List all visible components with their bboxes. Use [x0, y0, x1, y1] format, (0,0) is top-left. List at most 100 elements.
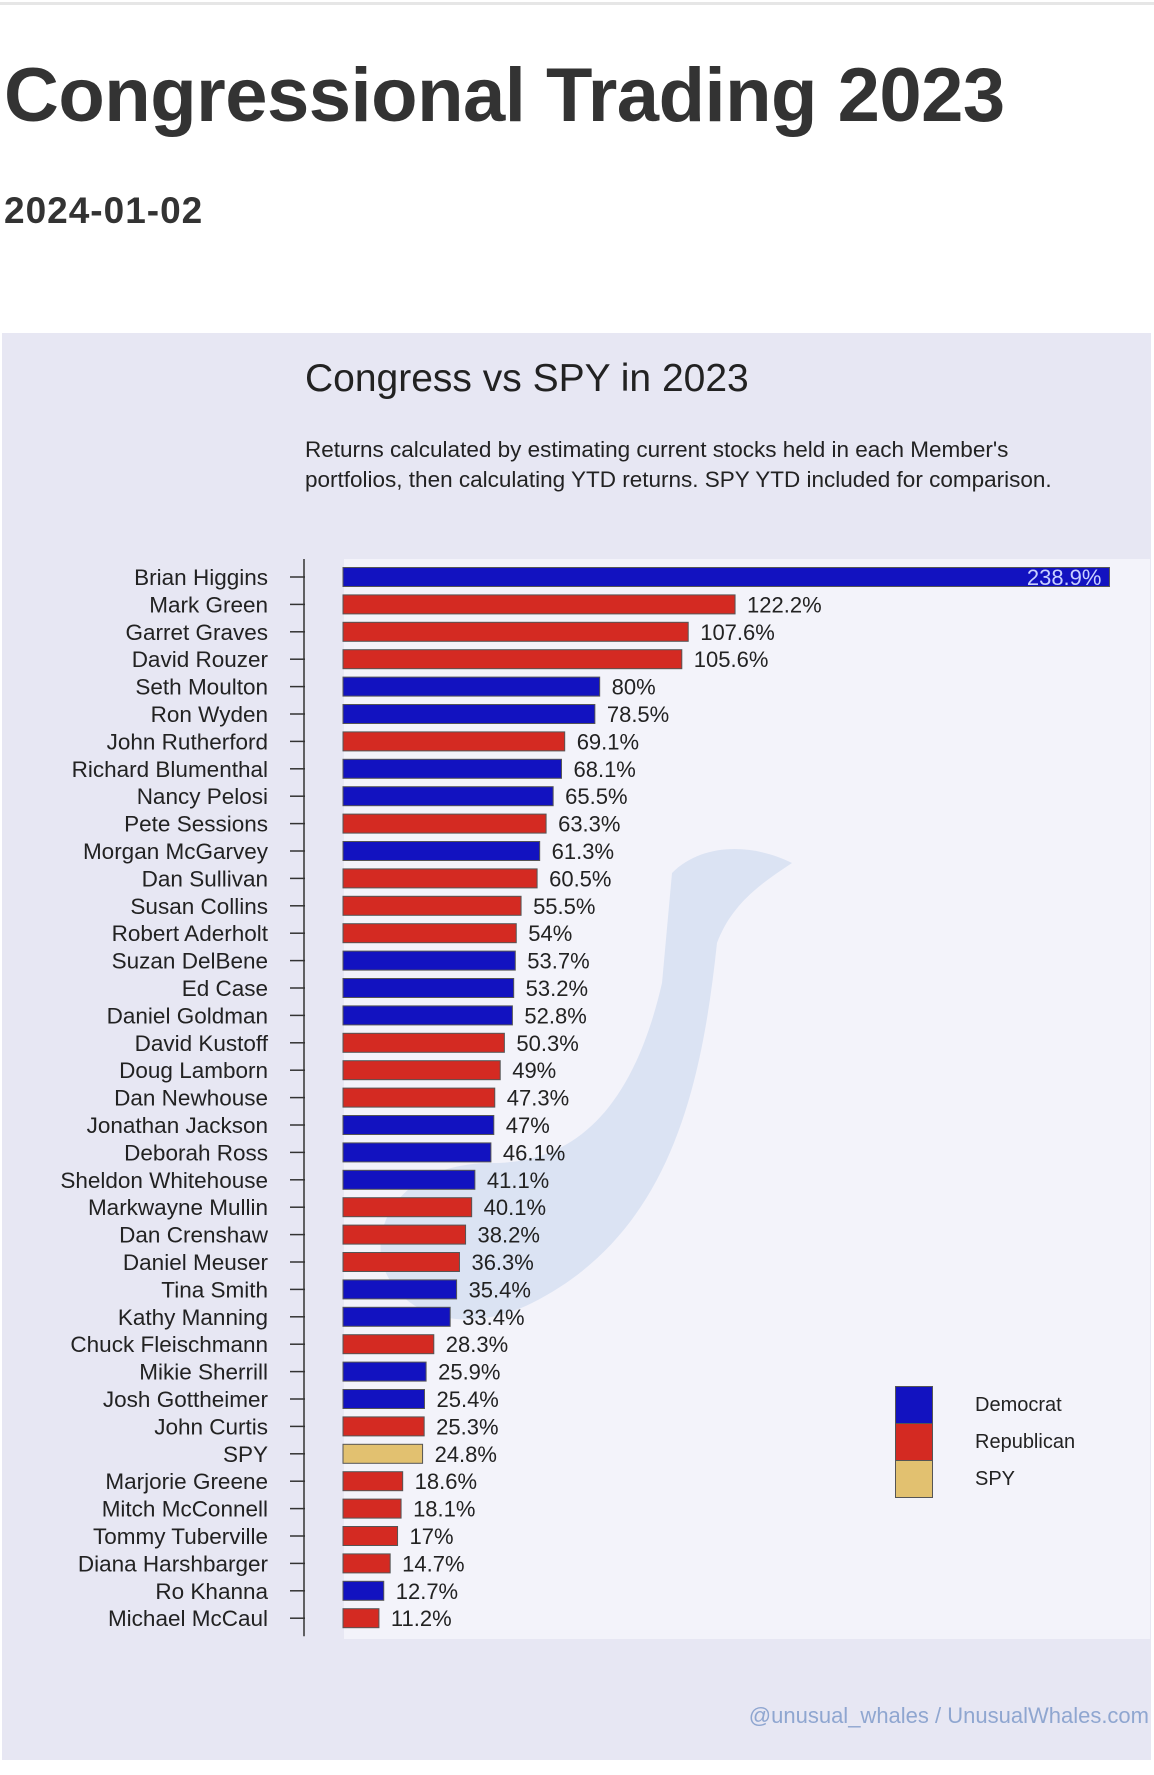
data-label-tina-smith: 35.4%	[469, 1277, 531, 1302]
y-tick-label-michael-mccaul: Michael McCaul	[108, 1606, 268, 1631]
y-tick-label-suzan-delbene: Suzan DelBene	[112, 949, 268, 974]
bar-dan-crenshaw	[342, 1224, 467, 1245]
data-label-daniel-meuser: 36.3%	[471, 1250, 533, 1275]
data-label-deborah-ross: 46.1%	[503, 1140, 565, 1165]
chart-title: Congress vs SPY in 2023	[305, 357, 749, 400]
data-label-ro-khanna: 12.7%	[396, 1579, 458, 1604]
data-label-spy: 24.8%	[435, 1442, 497, 1467]
y-tick-label-deborah-ross: Deborah Ross	[124, 1140, 268, 1165]
y-tick-label-john-curtis: John Curtis	[154, 1414, 268, 1439]
source-credit: @unusual_whales / UnusualWhales.com	[748, 1703, 1149, 1728]
y-tick-label-diana-harshbarger: Diana Harshbarger	[78, 1551, 269, 1576]
bar-john-rutherford	[342, 731, 566, 752]
data-label-mitch-mcconnell: 18.1%	[413, 1497, 475, 1522]
top-divider	[0, 2, 1154, 5]
legend-swatch-spy	[895, 1460, 933, 1498]
data-label-mark-green: 122.2%	[747, 592, 822, 617]
data-label-michael-mccaul: 11.2%	[391, 1606, 452, 1631]
bar-doug-lamborn	[342, 1060, 501, 1081]
bar-marjorie-greene	[342, 1471, 404, 1492]
y-tick-label-ron-wyden: Ron Wyden	[151, 702, 268, 727]
legend-item-democrat: Democrat	[895, 1386, 1115, 1424]
y-tick-label-garret-graves: Garret Graves	[125, 620, 268, 645]
data-label-ed-case: 53.2%	[526, 976, 588, 1001]
y-tick-label-mark-green: Mark Green	[149, 592, 268, 617]
bar-richard-blumenthal	[342, 758, 562, 779]
data-label-tommy-tuberville: 17%	[410, 1524, 454, 1549]
data-label-mikie-sherrill: 25.9%	[438, 1360, 500, 1385]
bar-nancy-pelosi	[342, 786, 554, 807]
y-tick-label-david-kustoff: David Kustoff	[135, 1031, 269, 1056]
legend-label-spy: SPY	[975, 1468, 1016, 1490]
y-tick-label-sheldon-whitehouse: Sheldon Whitehouse	[60, 1168, 268, 1193]
bar-tina-smith	[342, 1279, 458, 1300]
y-tick-label-pete-sessions: Pete Sessions	[124, 812, 268, 837]
y-tick-label-david-rouzer: David Rouzer	[132, 647, 269, 672]
data-label-robert-aderholt: 54%	[528, 921, 572, 946]
y-tick-label-dan-crenshaw: Dan Crenshaw	[119, 1223, 269, 1248]
bar-chuck-fleischmann	[342, 1334, 435, 1355]
bar-david-rouzer	[342, 649, 683, 670]
data-label-nancy-pelosi: 65.5%	[565, 784, 627, 809]
y-tick-label-marjorie-greene: Marjorie Greene	[105, 1469, 268, 1494]
y-tick-label-mitch-mcconnell: Mitch McConnell	[102, 1497, 268, 1522]
bar-mikie-sherrill	[342, 1361, 427, 1382]
bar-dan-newhouse	[342, 1087, 496, 1108]
y-tick-label-john-rutherford: John Rutherford	[107, 729, 268, 754]
bar-daniel-meuser	[342, 1252, 460, 1272]
bar-robert-aderholt	[342, 923, 517, 944]
y-tick-label-robert-aderholt: Robert Aderholt	[112, 921, 269, 946]
data-label-dan-sullivan: 60.5%	[549, 866, 611, 891]
data-label-kathy-manning: 33.4%	[462, 1305, 524, 1330]
y-tick-label-seth-moulton: Seth Moulton	[135, 675, 268, 700]
bar-ron-wyden	[342, 704, 596, 724]
data-label-john-rutherford: 69.1%	[577, 729, 639, 754]
bar-suzan-delbene	[342, 950, 516, 971]
bar-seth-moulton	[342, 676, 601, 697]
data-label-doug-lamborn: 49%	[512, 1058, 556, 1083]
data-label-richard-blumenthal: 68.1%	[573, 757, 635, 782]
bar-daniel-goldman	[342, 1005, 513, 1026]
data-label-chuck-fleischmann: 28.3%	[446, 1332, 508, 1357]
bar-chart: Brian Higgins 238.9% Mark Green 122.2% Garre…	[60, 559, 1110, 1637]
chart-figure: Congress vs SPY in 2023 Returns calculat…	[2, 333, 1151, 1760]
data-label-diana-harshbarger: 14.7%	[402, 1551, 464, 1576]
legend-label-republican: Republican	[975, 1431, 1076, 1453]
bar-josh-gottheimer	[342, 1389, 425, 1409]
data-label-daniel-goldman: 52.8%	[524, 1003, 586, 1028]
data-label-susan-collins: 55.5%	[533, 894, 595, 919]
data-label-david-rouzer: 105.6%	[694, 647, 769, 672]
page-title: Congressional Trading 2023	[4, 53, 1005, 138]
y-tick-label-dan-newhouse: Dan Newhouse	[114, 1086, 268, 1111]
bar-michael-mccaul	[342, 1608, 380, 1629]
bar-pete-sessions	[342, 813, 547, 834]
bar-mitch-mcconnell	[342, 1498, 402, 1519]
y-tick-label-dan-sullivan: Dan Sullivan	[142, 866, 268, 891]
y-tick-label-tommy-tuberville: Tommy Tuberville	[93, 1524, 268, 1549]
legend-item-spy: SPY	[895, 1460, 1115, 1498]
bar-kathy-manning	[342, 1306, 451, 1327]
y-tick-label-tina-smith: Tina Smith	[161, 1277, 268, 1302]
data-label-dan-crenshaw: 38.2%	[478, 1223, 540, 1248]
y-tick-label-nancy-pelosi: Nancy Pelosi	[137, 784, 268, 809]
bar-mark-green	[342, 594, 736, 615]
data-label-marjorie-greene: 18.6%	[415, 1469, 477, 1494]
y-tick-label-chuck-fleischmann: Chuck Fleischmann	[70, 1332, 268, 1357]
y-tick-label-daniel-goldman: Daniel Goldman	[107, 1003, 268, 1028]
y-tick-label-daniel-meuser: Daniel Meuser	[123, 1250, 269, 1275]
data-label-markwayne-mullin: 40.1%	[484, 1195, 546, 1220]
y-tick-label-kathy-manning: Kathy Manning	[118, 1305, 268, 1330]
data-label-dan-newhouse: 47.3%	[507, 1086, 569, 1111]
data-label-garret-graves: 107.6%	[700, 620, 775, 645]
legend-swatch-democrat	[895, 1386, 933, 1424]
bar-jonathan-jackson	[342, 1115, 495, 1135]
data-label-pete-sessions: 63.3%	[558, 812, 620, 837]
y-tick-label-richard-blumenthal: Richard Blumenthal	[72, 757, 268, 782]
data-label-seth-moulton: 80%	[612, 675, 656, 700]
bar-john-curtis	[342, 1416, 425, 1437]
post-date: 2024-01-02	[4, 190, 204, 231]
bar-garret-graves	[342, 621, 689, 642]
bar-sheldon-whitehouse	[342, 1169, 476, 1190]
y-tick-label-brian-higgins: Brian Higgins	[134, 565, 268, 590]
y-tick-label-susan-collins: Susan Collins	[130, 894, 268, 919]
